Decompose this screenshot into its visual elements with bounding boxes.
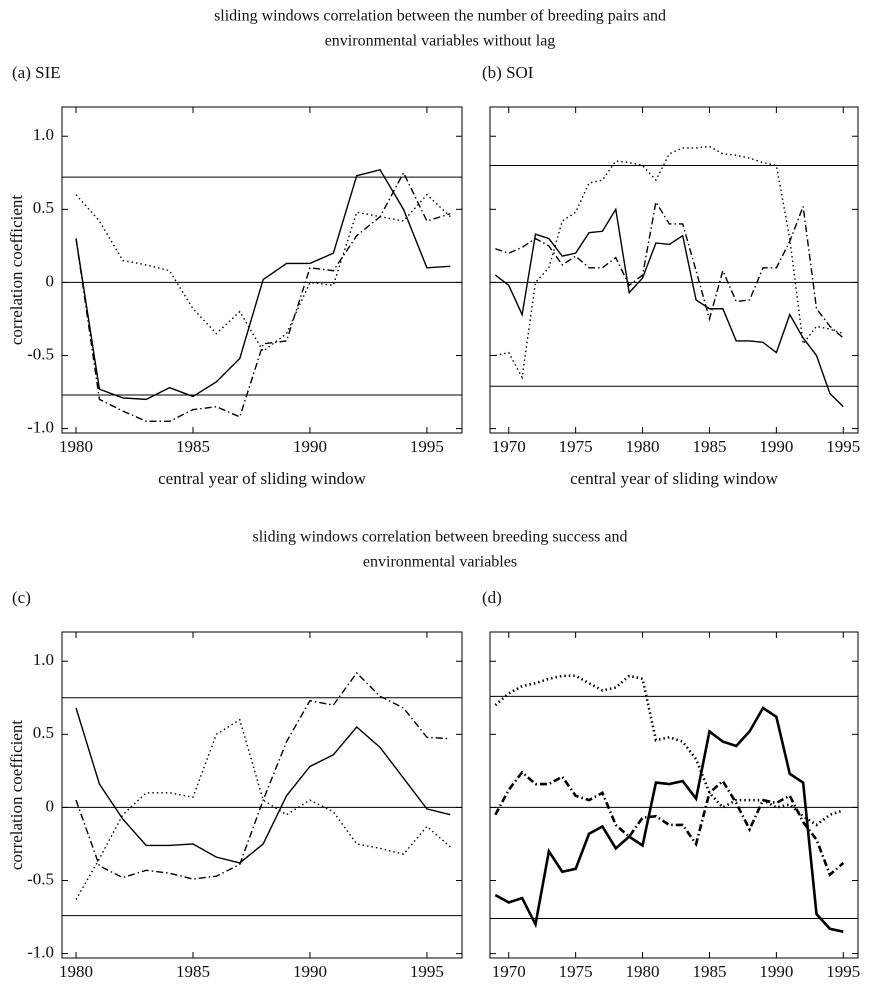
- x-tick-label: 1985: [176, 437, 210, 456]
- heading: environmental variables: [363, 554, 517, 571]
- y-tick-label: 0.5: [33, 723, 54, 742]
- y-tick-label: -0.5: [27, 869, 54, 888]
- plot-frame: [489, 631, 859, 959]
- x-axis-label: central year of sliding window: [158, 469, 366, 488]
- x-tick-label: 1980: [626, 962, 660, 981]
- x-tick-label: 1980: [626, 437, 660, 456]
- y-axis-label: correlation coefficient: [7, 720, 26, 871]
- x-tick-label: 1995: [410, 962, 444, 981]
- data-line: [75, 169, 451, 401]
- data-line: [494, 207, 844, 408]
- plot-frame: [489, 106, 859, 434]
- x-tick-label: 1990: [293, 437, 327, 456]
- x-tick-label: 1970: [492, 962, 526, 981]
- data-line: [75, 718, 451, 900]
- data-line: [494, 674, 844, 827]
- data-line: [494, 706, 844, 933]
- panel-title: (a) SIE: [12, 63, 61, 82]
- data-line: [495, 145, 844, 380]
- x-tick-label: 1995: [826, 437, 860, 456]
- data-line: [75, 171, 451, 423]
- x-tick-label: 1985: [692, 962, 726, 981]
- y-tick-label: 0.5: [33, 198, 54, 217]
- data-line: [75, 707, 451, 864]
- x-tick-label: 1970: [492, 437, 526, 456]
- x-tick-label: 1990: [293, 962, 327, 981]
- y-tick-label: -0.5: [27, 344, 54, 363]
- data-line: [75, 671, 451, 880]
- x-tick-label: 1975: [559, 962, 593, 981]
- x-tick-label: 1995: [410, 437, 444, 456]
- x-tick-label: 1990: [759, 437, 793, 456]
- x-tick-label: 1985: [176, 962, 210, 981]
- y-tick-label: 0: [46, 271, 55, 290]
- x-tick-label: 1985: [692, 437, 726, 456]
- heading: environmental variables without lag: [325, 33, 556, 50]
- y-tick-label: 0: [46, 796, 55, 815]
- y-axis-label: correlation coefficient: [7, 195, 26, 346]
- x-tick-label: 1980: [59, 962, 93, 981]
- heading: sliding windows correlation between bree…: [252, 529, 627, 546]
- panel-title: (c): [12, 588, 31, 607]
- plot-frame: [61, 631, 463, 959]
- x-tick-label: 1980: [59, 437, 93, 456]
- y-tick-label: -1.0: [27, 943, 54, 962]
- x-tick-label: 1975: [559, 437, 593, 456]
- y-tick-label: 1.0: [33, 650, 54, 669]
- data-line: [495, 200, 844, 339]
- y-tick-label: -1.0: [27, 418, 54, 437]
- data-line: [75, 193, 451, 353]
- heading: sliding windows correlation between the …: [214, 8, 666, 25]
- panel-title: (b) SOI: [482, 63, 534, 82]
- plot-frame: [61, 106, 463, 434]
- panel-title: (d): [482, 588, 502, 607]
- x-tick-label: 1995: [826, 962, 860, 981]
- y-tick-label: 1.0: [33, 125, 54, 144]
- x-tick-label: 1990: [759, 962, 793, 981]
- x-axis-label: central year of sliding window: [570, 469, 778, 488]
